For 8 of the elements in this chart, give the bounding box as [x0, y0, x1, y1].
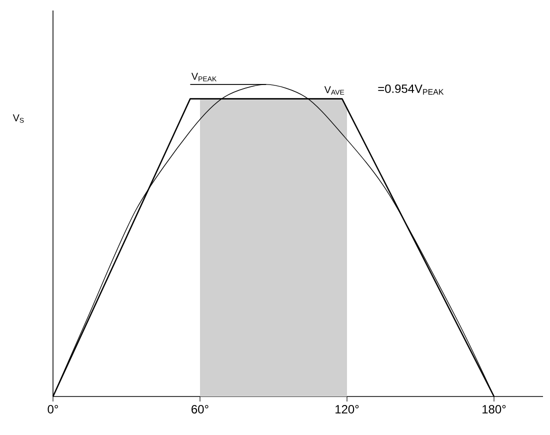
x-tick-label: 120°	[336, 405, 359, 414]
y-axis-title: V$_{S}$	[12, 114, 24, 123]
x-tick-label: 180°	[482, 405, 506, 414]
x-tick-label: 60°	[192, 405, 208, 414]
x-tick-label: 0°	[48, 405, 58, 414]
text: V$_{PEAK}$	[191, 72, 217, 82]
annotation: =0.954V$_{PEAK}$	[378, 84, 444, 95]
annotation: V$_{AVE}$	[324, 86, 344, 95]
